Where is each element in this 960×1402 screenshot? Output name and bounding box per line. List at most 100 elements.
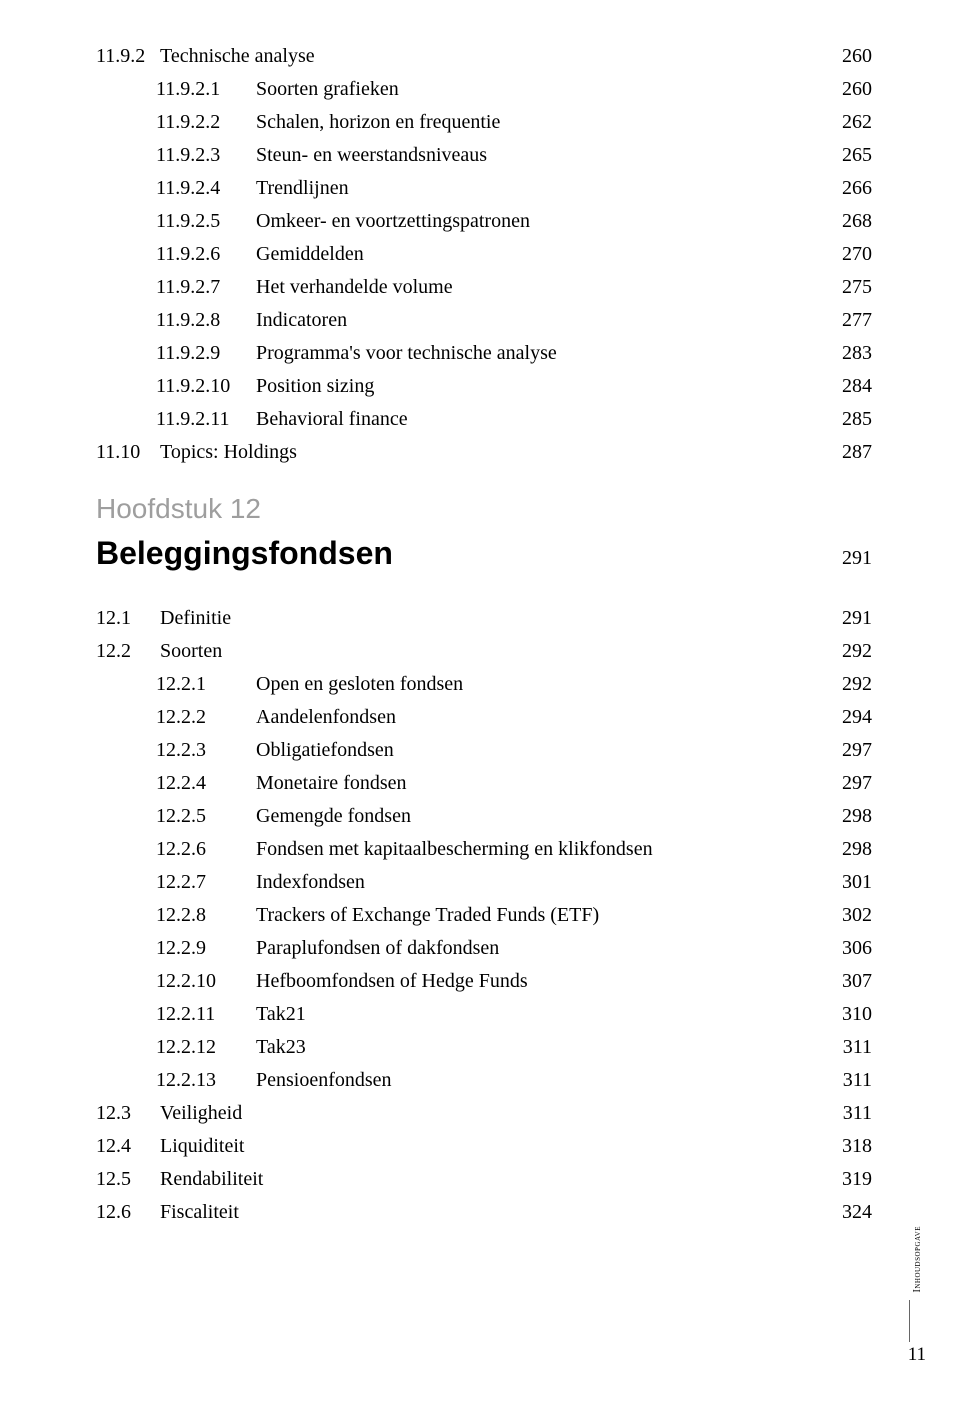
- toc-entry-page: 297: [842, 734, 872, 767]
- toc-entry-page: 260: [842, 40, 872, 73]
- toc-entry-number: 12.2.12: [156, 1031, 252, 1064]
- toc-entry-page: 297: [842, 767, 872, 800]
- toc-entry: 11.9.2.11Behavioral finance285: [96, 403, 872, 436]
- toc-entry-page: 266: [842, 172, 872, 205]
- toc-entry-number: 11.9.2: [96, 40, 156, 73]
- toc-entry-page: 265: [842, 139, 872, 172]
- toc-entry-number: 11.9.2.11: [156, 403, 252, 436]
- toc-entry-page: 298: [842, 800, 872, 833]
- toc-entry: 11.9.2.8Indicatoren 277: [96, 304, 872, 337]
- toc-entry-number: 12.2.11: [156, 998, 252, 1031]
- toc-entry-label: Rendabiliteit: [156, 1163, 263, 1196]
- toc-entry-label: Soorten grafieken: [252, 73, 399, 106]
- toc-entry-number: 12.4: [96, 1130, 156, 1163]
- toc-entry-label: Obligatiefondsen: [252, 734, 394, 767]
- toc-entry-label: Tak21: [252, 998, 306, 1031]
- toc-entry-number: 12.2.7: [156, 866, 252, 899]
- toc-entry: 11.9.2.3Steun- en weerstandsniveaus 265: [96, 139, 872, 172]
- toc-entry: 12.2.9Paraplufondsen of dakfondsen306: [96, 932, 872, 965]
- toc-entry: 11.9.2.6Gemiddelden270: [96, 238, 872, 271]
- toc-entry-number: 11.9.2.9: [156, 337, 252, 370]
- toc-entry: 12.5Rendabiliteit 319: [96, 1163, 872, 1196]
- toc-entry-number: 12.2: [96, 635, 156, 668]
- toc-entry-number: 11.9.2.10: [156, 370, 252, 403]
- toc-entry: 12.2.4Monetaire fondsen297: [96, 767, 872, 800]
- toc-entry-number: 11.9.2.6: [156, 238, 252, 271]
- toc-entry: 12.4Liquiditeit318: [96, 1130, 872, 1163]
- toc-entry: 11.9.2.1Soorten grafieken260: [96, 73, 872, 106]
- chapter-label: Hoofdstuk 12: [96, 491, 872, 527]
- toc-entry-label: Veiligheid: [156, 1097, 242, 1130]
- toc-entry: 12.2.12Tak23311: [96, 1031, 872, 1064]
- toc-entry: 12.2.13Pensioenfondsen311: [96, 1064, 872, 1097]
- toc-entry: 12.1Definitie291: [96, 602, 872, 635]
- toc-entry-number: 12.2.9: [156, 932, 252, 965]
- toc-entry-label: Indicatoren: [252, 304, 347, 337]
- toc-entry-page: 284: [842, 370, 872, 403]
- toc-entry-number: 11.10: [96, 436, 156, 469]
- toc-entry-number: 12.3: [96, 1097, 156, 1130]
- toc-entry-label: Trackers of Exchange Traded Funds (ETF): [252, 899, 599, 932]
- toc-entry: 12.2.1Open en gesloten fondsen292: [96, 668, 872, 701]
- toc-entry: 12.2.5Gemengde fondsen298: [96, 800, 872, 833]
- toc-entry-page: 260: [842, 73, 872, 106]
- toc-entry-page: 301: [842, 866, 872, 899]
- toc-entry-number: 12.2.8: [156, 899, 252, 932]
- toc-entry-page: 311: [843, 1031, 872, 1064]
- toc-entry-page: 262: [842, 106, 872, 139]
- toc-entry-number: 12.6: [96, 1196, 156, 1229]
- toc-entry-number: 12.2.5: [156, 800, 252, 833]
- chapter-page: 291: [842, 542, 872, 575]
- toc-entry: 12.2.6Fondsen met kapitaalbescherming en…: [96, 833, 872, 866]
- toc-entry-page: 277: [842, 304, 872, 337]
- toc-entry-number: 12.2.4: [156, 767, 252, 800]
- toc-entry-page: 319: [842, 1163, 872, 1196]
- toc-entry-number: 11.9.2.8: [156, 304, 252, 337]
- side-section-label: Inhoudsopgave: [910, 1226, 927, 1293]
- toc-entry-number: 11.9.2.4: [156, 172, 252, 205]
- toc-entry-label: Topics: Holdings: [156, 436, 297, 469]
- toc-entry-page: 311: [843, 1097, 872, 1130]
- toc-entry-number: 12.2.3: [156, 734, 252, 767]
- toc-entry-label: Definitie: [156, 602, 231, 635]
- toc-entry-label: Steun- en weerstandsniveaus: [252, 139, 487, 172]
- toc-entry: 11.9.2.10Position sizing 284: [96, 370, 872, 403]
- toc-entry-page: 307: [842, 965, 872, 998]
- toc-entry-page: 283: [842, 337, 872, 370]
- toc-entry-label: Liquiditeit: [156, 1130, 244, 1163]
- toc-entry-label: Omkeer- en voortzettingspatronen: [252, 205, 530, 238]
- toc-entry: 11.9.2.2Schalen, horizon en frequentie26…: [96, 106, 872, 139]
- toc-entry: 12.2.11Tak21 310: [96, 998, 872, 1031]
- toc-entry-label: Programma's voor technische analyse: [252, 337, 557, 370]
- toc-entry-number: 11.9.2.5: [156, 205, 252, 238]
- toc-entry-number: 12.1: [96, 602, 156, 635]
- toc-entry-number: 12.2.6: [156, 833, 252, 866]
- toc-entry-page: 310: [842, 998, 872, 1031]
- toc-entry-number: 12.2.1: [156, 668, 252, 701]
- toc-entry: 11.9.2.7Het verhandelde volume275: [96, 271, 872, 304]
- toc-entry: 12.3Veiligheid 311: [96, 1097, 872, 1130]
- toc-section-bottom: 12.1Definitie29112.2Soorten29212.2.1Open…: [96, 602, 872, 1229]
- toc-entry-page: 324: [842, 1196, 872, 1229]
- toc-entry: 11.9.2.5Omkeer- en voortzettingspatronen…: [96, 205, 872, 238]
- toc-entry-label: Fondsen met kapitaalbescherming en klikf…: [252, 833, 653, 866]
- toc-entry-label: Indexfondsen: [252, 866, 365, 899]
- toc-entry-number: 11.9.2.2: [156, 106, 252, 139]
- toc-entry-page: 287: [842, 436, 872, 469]
- toc-entry-number: 11.9.2.3: [156, 139, 252, 172]
- toc-entry-label: Soorten: [156, 635, 222, 668]
- toc-entry-label: Pensioenfondsen: [252, 1064, 392, 1097]
- toc-entry: 11.9.2Technische analyse260: [96, 40, 872, 73]
- toc-entry-number: 12.5: [96, 1163, 156, 1196]
- toc-entry-page: 268: [842, 205, 872, 238]
- toc-entry: 12.6Fiscaliteit324: [96, 1196, 872, 1229]
- toc-entry: 12.2.7Indexfondsen 301: [96, 866, 872, 899]
- toc-entry-page: 302: [842, 899, 872, 932]
- toc-entry: 12.2Soorten292: [96, 635, 872, 668]
- toc-entry-label: Position sizing: [252, 370, 374, 403]
- side-divider: [909, 1300, 910, 1342]
- toc-entry-label: Hefboomfondsen of Hedge Funds: [252, 965, 528, 998]
- toc-entry-page: 311: [843, 1064, 872, 1097]
- toc-entry-number: 11.9.2.7: [156, 271, 252, 304]
- toc-entry: 12.2.3Obligatiefondsen 297: [96, 734, 872, 767]
